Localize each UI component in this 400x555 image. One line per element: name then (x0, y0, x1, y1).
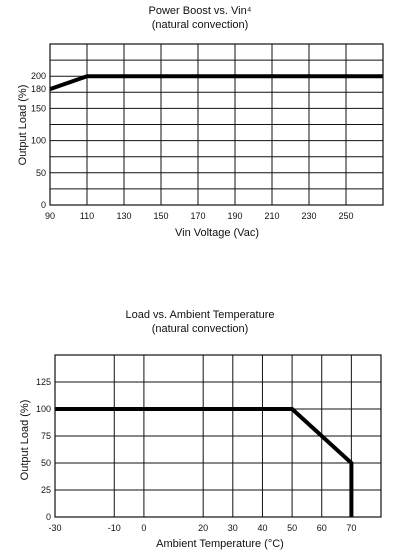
c1-y-tick-label: 100 (31, 136, 46, 146)
c2-x-tick-label: 40 (257, 523, 267, 533)
chart2-subtitle: (natural convection) (152, 323, 249, 335)
c2-x-tick-label: 0 (141, 523, 146, 533)
chart2-x-axis-label: Ambient Temperature (°C) (156, 538, 284, 550)
chart1-plot-frame (49, 43, 384, 206)
c2-y-tick-label: 100 (36, 404, 51, 414)
chart1-title: Power Boost vs. Vin⁴ (149, 5, 252, 17)
c1-y-tick-label: 150 (31, 103, 46, 113)
c2-x-tick-label: -30 (48, 523, 61, 533)
c2-x-tick-label: 50 (287, 523, 297, 533)
c1-y-tick-label: 200 (31, 71, 46, 81)
c1-x-tick-label: 230 (301, 211, 316, 221)
c2-y-tick-label: 75 (41, 431, 51, 441)
c1-x-tick-label: 210 (264, 211, 279, 221)
chart1-series-line (49, 74, 383, 91)
chart2-title: Load vs. Ambient Temperature (126, 309, 275, 321)
c2-x-tick-label: 20 (198, 523, 208, 533)
c1-x-tick-label: 170 (190, 211, 205, 221)
chart2-y-axis-label: Output Load (%) (19, 400, 31, 481)
c1-x-tick-label: 190 (227, 211, 242, 221)
chart2-series-line (55, 407, 354, 517)
chart1-y-axis-label: Output Load (%) (17, 85, 29, 166)
c2-x-tick-label: 70 (346, 523, 356, 533)
c2-y-tick-label: 125 (36, 377, 51, 387)
chart1-x-axis-label: Vin Voltage (Vac) (175, 227, 259, 239)
c1-x-tick-label: 150 (153, 211, 168, 221)
c1-y-tick-label: 50 (36, 168, 46, 178)
c2-y-tick-label: 50 (41, 458, 51, 468)
c2-y-tick-label: 0 (46, 512, 51, 522)
c1-x-tick-label: 250 (338, 211, 353, 221)
c2-x-tick-label: -10 (108, 523, 121, 533)
c1-y-tick-label: 180 (31, 84, 46, 94)
chart2-plot-frame (54, 354, 382, 518)
c2-x-tick-label: 30 (228, 523, 238, 533)
c1-y-tick-label: 0 (41, 200, 46, 210)
c1-x-tick-label: 110 (80, 211, 94, 221)
chart1-subtitle: (natural convection) (152, 19, 249, 31)
c1-x-tick-label: 90 (45, 211, 55, 221)
c2-x-tick-label: 60 (317, 523, 327, 533)
c1-x-tick-label: 130 (116, 211, 131, 221)
power-boost-chart: Power Boost vs. Vin⁴ (natural convection… (17, 5, 384, 239)
c2-y-tick-label: 25 (41, 485, 51, 495)
